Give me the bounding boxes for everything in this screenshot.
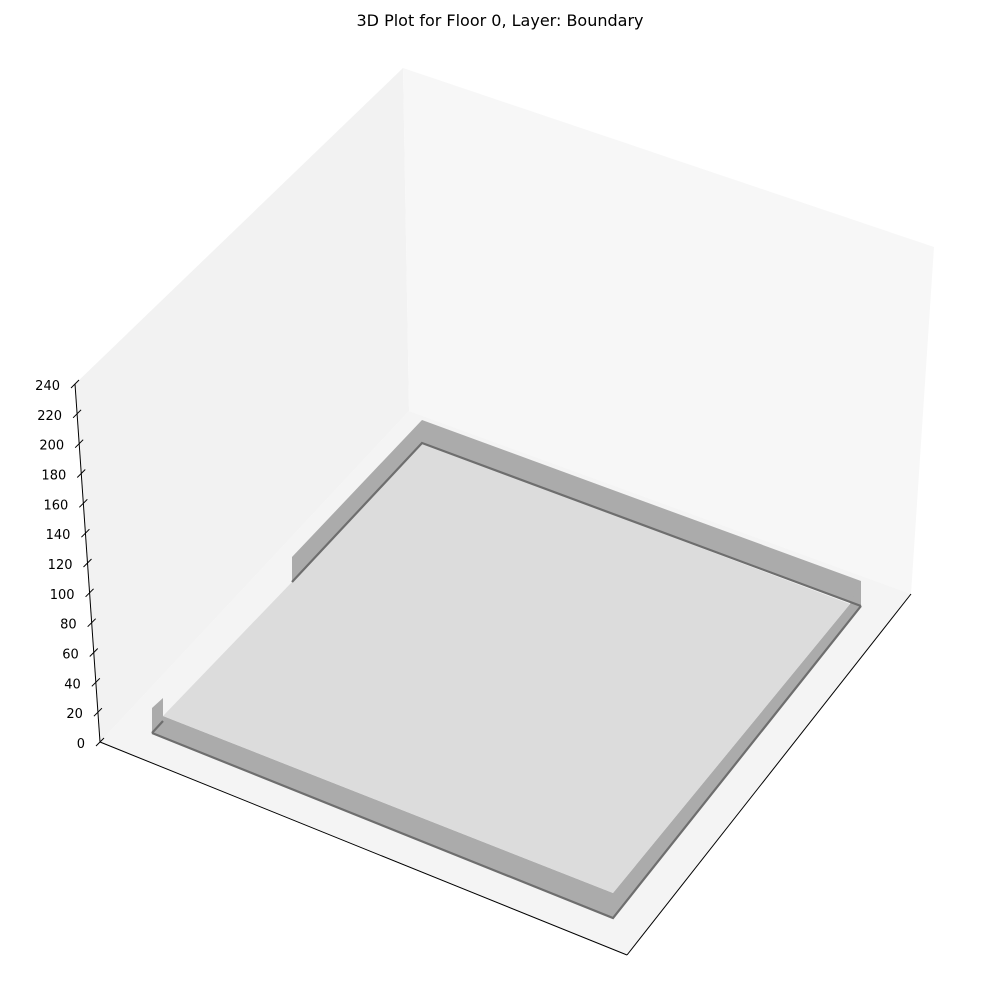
z-tick-mark: [74, 439, 84, 449]
z-tick-mark: [95, 737, 105, 747]
plate-side-face-back-right: [422, 420, 861, 606]
x-axis-line: [99, 741, 628, 956]
y-axis-line: [626, 593, 912, 956]
z-tick-label: 180: [41, 469, 66, 484]
z-tick-mark: [91, 677, 101, 687]
plate-side-face-front: [152, 708, 613, 918]
z-tick-mark: [83, 558, 92, 568]
z-tick-label: 80: [60, 618, 77, 633]
z-tick-mark: [78, 498, 88, 508]
z-tick-label: 120: [48, 558, 73, 573]
back-wall-pane: [403, 68, 934, 594]
z-tick-label: 40: [64, 677, 81, 692]
z-tick-label: 100: [50, 588, 75, 603]
z-tick-mark: [76, 469, 86, 478]
z-tick-label: 200: [39, 439, 64, 454]
z-tick-mark: [81, 528, 90, 538]
plate-side-face-front-left: [152, 698, 163, 733]
plate-edge-back: [291, 441, 862, 608]
plate-edge-left-stub: [151, 720, 164, 734]
plate-side-face-back-left: [292, 420, 422, 582]
z-tick-label: 140: [46, 528, 71, 543]
z-axis-ticks: 0 20 40 60 80 100 120 140 160 180 200 220 240: [35, 379, 105, 752]
z-tick-mark: [89, 648, 99, 657]
plate-edge-front: [151, 605, 862, 920]
z-tick-mark: [85, 588, 94, 598]
z-tick-mark: [93, 707, 103, 717]
z-tick-label: 220: [37, 409, 62, 424]
z-tick-label: 0: [77, 737, 85, 752]
z-tick-label: 60: [62, 648, 79, 663]
plate-side-face-right: [613, 581, 861, 918]
z-tick-label: 240: [35, 379, 60, 394]
z-tick-label: 160: [44, 498, 69, 513]
left-wall-pane: [75, 68, 409, 742]
plate-top-face: [163, 443, 850, 893]
chart-title: 3D Plot for Floor 0, Layer: Boundary: [356, 11, 644, 30]
z-tick-mark: [87, 618, 97, 628]
z-tick-label: 20: [66, 707, 83, 722]
z-tick-mark: [72, 409, 82, 419]
z-tick-mark: [70, 379, 80, 389]
